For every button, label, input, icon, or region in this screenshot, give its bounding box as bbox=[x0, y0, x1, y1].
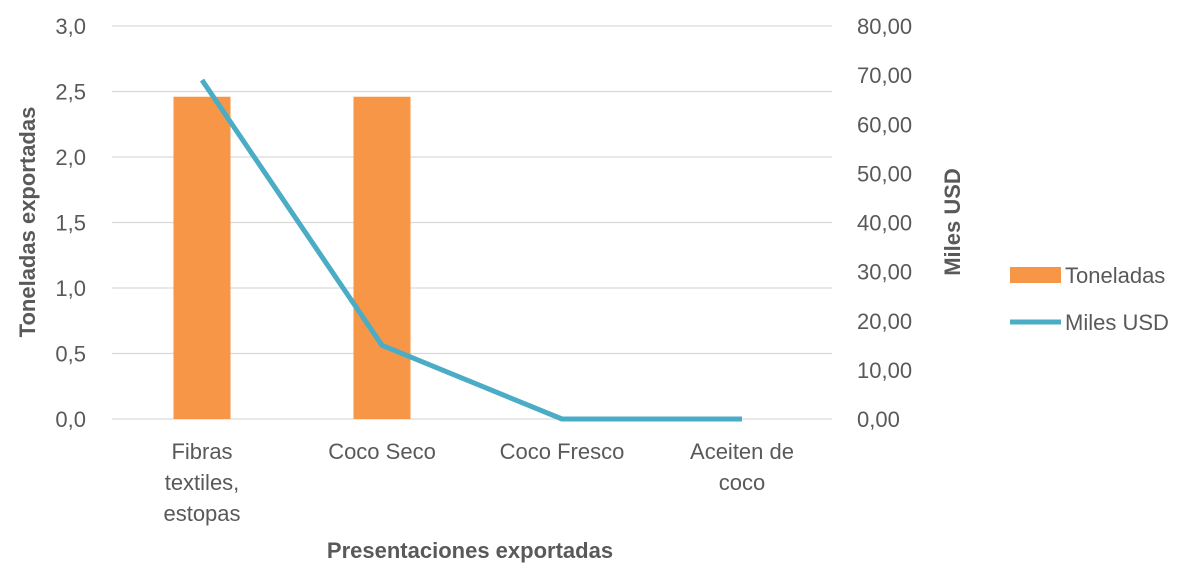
legend-label-toneladas: Toneladas bbox=[1065, 263, 1165, 288]
y2-tick-label: 0,00 bbox=[857, 407, 900, 432]
legend-label-miles-usd: Miles USD bbox=[1065, 310, 1169, 335]
x-tick-label: Fibras bbox=[171, 439, 232, 464]
y2-tick-label: 20,00 bbox=[857, 309, 912, 334]
gridlines bbox=[112, 25, 832, 420]
y2-tick-label: 80,00 bbox=[857, 14, 912, 39]
x-tick-label: Aceiten de bbox=[690, 439, 794, 464]
legend: Toneladas Miles USD bbox=[1010, 263, 1169, 335]
line-series bbox=[199, 78, 742, 422]
y2-tick-label: 70,00 bbox=[857, 63, 912, 88]
x-tick-label: Coco Fresco bbox=[500, 439, 625, 464]
right-axis-ticks: 0,00 10,00 20,00 30,00 40,00 50,00 60,00 70,00 8… bbox=[857, 14, 912, 432]
y-tick-label: 2,0 bbox=[55, 145, 86, 170]
series-line bbox=[199, 78, 742, 422]
y2-tick-label: 50,00 bbox=[857, 161, 912, 186]
y-tick-label: 0,5 bbox=[55, 342, 86, 367]
x-tick-label: estopas bbox=[163, 501, 240, 526]
y2-tick-label: 10,00 bbox=[857, 358, 912, 383]
left-axis-ticks: 0,0 0,5 1,0 1,5 2,0 2,5 3,0 bbox=[55, 14, 86, 432]
x-tick-label: coco bbox=[719, 470, 765, 495]
x-axis-title: Presentaciones exportadas bbox=[327, 538, 613, 563]
bar bbox=[353, 96, 411, 420]
y2-tick-label: 30,00 bbox=[857, 260, 912, 285]
legend-swatch-toneladas bbox=[1010, 267, 1061, 283]
y-axis-title: Toneladas exportadas bbox=[15, 107, 40, 338]
y-tick-label: 0,0 bbox=[55, 407, 86, 432]
y-tick-label: 3,0 bbox=[55, 14, 86, 39]
y-tick-label: 1,5 bbox=[55, 211, 86, 236]
x-tick-label: Coco Seco bbox=[328, 439, 436, 464]
y2-axis-title: Miles USD bbox=[940, 168, 965, 276]
x-tick-label: textiles, bbox=[165, 470, 240, 495]
y2-tick-label: 60,00 bbox=[857, 112, 912, 137]
bars-series bbox=[173, 96, 411, 420]
y-tick-label: 1,0 bbox=[55, 276, 86, 301]
y-tick-label: 2,5 bbox=[55, 80, 86, 105]
y2-tick-label: 40,00 bbox=[857, 211, 912, 236]
x-axis-ticks: Fibras textiles, estopas Coco Seco Coco Fres… bbox=[163, 439, 794, 526]
bar bbox=[173, 96, 231, 420]
